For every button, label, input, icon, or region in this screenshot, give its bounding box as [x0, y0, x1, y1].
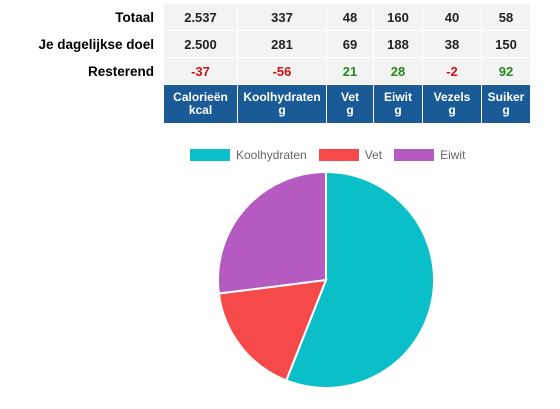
legend-label: Koolhydraten [236, 148, 307, 162]
column-unit: g [278, 103, 286, 117]
legend-swatch [318, 149, 359, 161]
cell-totaal-vezels: 40 [422, 4, 482, 31]
cell-doel-vezels: 38 [422, 30, 482, 58]
column-unit: g [448, 103, 456, 117]
cell-resterend-calorieen: -37 [163, 57, 238, 85]
column-header-suiker: Suiker g [481, 84, 531, 123]
column-header-vet: Vet g [326, 84, 374, 123]
column-name: Eiwit [383, 90, 412, 104]
nutrition-summary-table: Totaal 2.537 337 48 160 40 58 Je dagelij… [0, 4, 531, 123]
cell-totaal-suiker: 58 [481, 4, 531, 31]
column-name: Koolhydraten [243, 90, 321, 104]
column-header-row: Calorieën kcal Koolhydraten g Vet g Eiwit g … [0, 84, 531, 123]
cell-totaal-eiwit: 160 [373, 4, 423, 31]
cell-resterend-eiwit: 28 [373, 57, 423, 85]
column-header-calorieen: Calorieën kcal [163, 84, 238, 123]
cell-totaal-vet: 48 [326, 4, 374, 31]
legend-label: Eiwit [440, 148, 466, 162]
cell-doel-koolhydraten: 281 [237, 30, 327, 58]
column-name: Calorieën [173, 90, 228, 104]
column-header-koolhydraten: Koolhydraten g [237, 84, 327, 123]
column-header-eiwit: Eiwit g [373, 84, 423, 123]
legend-label: Vet [364, 148, 383, 162]
column-unit: kcal [188, 103, 213, 117]
row-label-doel: Je dagelijkse doel [0, 30, 164, 58]
legend-item-eiwit[interactable]: Eiwit [394, 148, 465, 162]
cell-doel-calorieen: 2.500 [163, 30, 238, 58]
cell-doel-suiker: 150 [481, 30, 531, 58]
chart-legend: Koolhydraten Vet Eiwit [190, 148, 477, 162]
pie-slice-vet[interactable] [217, 278, 328, 382]
table-row-totaal: Totaal 2.537 337 48 160 40 58 [0, 4, 531, 31]
row-label-totaal: Totaal [0, 4, 164, 31]
cell-doel-vet: 69 [326, 30, 374, 58]
cell-resterend-vezels: -2 [422, 57, 482, 85]
cell-totaal-koolhydraten: 337 [237, 4, 327, 31]
legend-swatch [394, 149, 435, 161]
pie-slice-koolhydraten[interactable] [284, 170, 435, 389]
column-unit: g [502, 103, 510, 117]
column-name: Suiker [487, 90, 525, 104]
table-row-resterend: Resterend -37 -56 21 28 -2 92 [0, 57, 531, 85]
pie-slice-eiwit[interactable] [217, 170, 327, 295]
legend-item-koolhydraten[interactable]: Koolhydraten [190, 148, 307, 162]
table-row-doel: Je dagelijkse doel 2.500 281 69 188 38 1… [0, 30, 531, 58]
row-label-resterend: Resterend [0, 57, 164, 85]
column-header-vezels: Vezels g [422, 84, 482, 123]
cell-resterend-vet: 21 [326, 57, 374, 85]
column-unit: g [346, 103, 354, 117]
cell-resterend-suiker: 92 [481, 57, 531, 85]
column-name: Vezels [433, 90, 471, 104]
cell-resterend-koolhydraten: -56 [237, 57, 327, 85]
legend-swatch [190, 149, 230, 161]
macro-pie-chart [217, 170, 435, 389]
legend-item-vet[interactable]: Vet [318, 148, 383, 162]
column-unit: g [394, 103, 402, 117]
cell-doel-eiwit: 188 [373, 30, 423, 58]
cell-totaal-calorieen: 2.537 [163, 4, 238, 31]
column-name: Vet [340, 90, 359, 104]
